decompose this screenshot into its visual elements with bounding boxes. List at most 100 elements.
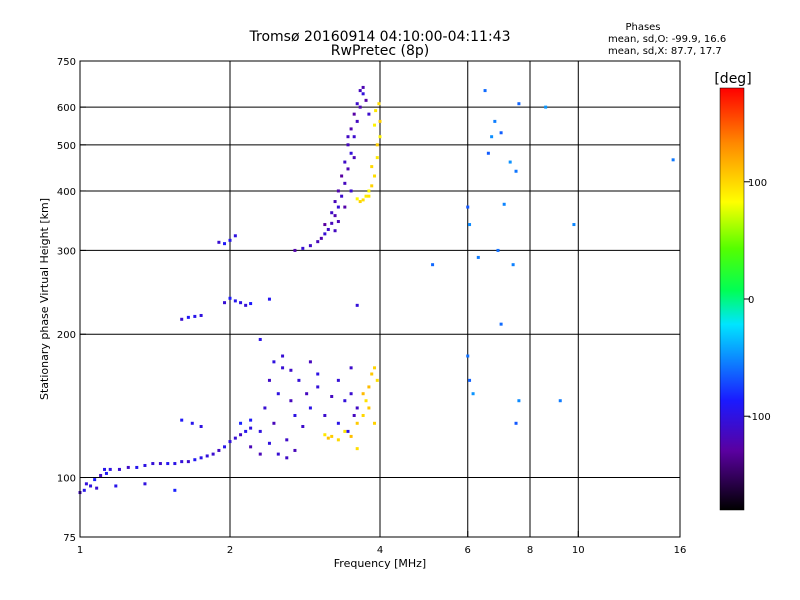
data-point <box>373 366 377 370</box>
data-point <box>333 214 337 218</box>
data-point <box>217 240 221 244</box>
data-points <box>78 85 675 495</box>
data-point <box>193 458 197 462</box>
data-point <box>166 462 170 466</box>
chart-subtitle: RwPretec (8p) <box>331 43 429 59</box>
data-point <box>375 378 379 382</box>
y-axis-ticks: 75 100 200 300 400 500 600 750 <box>57 57 86 544</box>
y-tick-label: 500 <box>57 141 76 152</box>
data-point <box>572 223 576 227</box>
data-point <box>173 488 177 492</box>
data-point <box>374 109 378 113</box>
data-point <box>544 105 548 109</box>
stats-x-line: mean, sd,X: 87.7, 17.7 <box>608 46 722 57</box>
data-point <box>114 484 118 488</box>
data-point <box>373 421 377 425</box>
data-point <box>373 174 377 178</box>
data-point <box>143 463 147 467</box>
y-axis-label: Stationary phase Virtual Height [km] <box>38 198 51 400</box>
data-point <box>319 236 323 240</box>
data-point <box>233 436 237 440</box>
data-point <box>158 462 162 466</box>
data-point <box>375 156 379 160</box>
data-point <box>370 372 374 376</box>
data-point <box>355 406 359 410</box>
data-point <box>361 392 365 396</box>
data-point <box>355 197 359 201</box>
data-point <box>466 354 470 358</box>
data-point <box>316 385 320 389</box>
data-point <box>135 465 139 469</box>
data-point <box>367 194 371 198</box>
data-point <box>239 421 243 425</box>
data-point <box>104 471 108 475</box>
data-point <box>180 460 184 464</box>
data-point <box>258 337 262 341</box>
data-point <box>355 303 359 307</box>
data-point <box>272 421 276 425</box>
data-point <box>364 399 368 403</box>
data-point <box>373 123 377 127</box>
data-point <box>486 151 490 155</box>
stats-title: Phases <box>625 22 660 33</box>
data-point <box>211 452 215 456</box>
data-point <box>499 131 503 135</box>
data-point <box>370 165 374 169</box>
data-point <box>249 426 253 430</box>
colorbar-ticks: 100 0 -100 <box>744 178 771 423</box>
data-point <box>514 421 518 425</box>
data-point <box>308 360 312 364</box>
x-tick-label: 10 <box>572 545 585 556</box>
data-point <box>493 119 497 123</box>
data-point <box>336 378 340 382</box>
data-point <box>361 92 365 96</box>
data-point <box>180 418 184 422</box>
data-point <box>267 378 271 382</box>
data-point <box>126 465 130 469</box>
data-point <box>143 482 147 486</box>
data-point <box>186 460 190 464</box>
data-point <box>358 89 362 93</box>
data-point <box>228 296 232 300</box>
data-point <box>267 441 271 445</box>
data-point <box>95 486 99 490</box>
data-point <box>89 484 93 488</box>
data-point <box>333 229 337 233</box>
data-point <box>378 135 382 139</box>
data-point <box>377 102 381 106</box>
data-point <box>349 392 353 396</box>
data-point <box>239 301 243 305</box>
x-tick-label: 16 <box>674 545 687 556</box>
data-point <box>375 143 379 147</box>
data-point <box>517 399 521 403</box>
data-point <box>323 223 327 227</box>
data-point <box>367 112 371 116</box>
y-tick-label: 750 <box>57 57 76 68</box>
data-point <box>349 127 353 131</box>
data-point <box>276 392 280 396</box>
y-tick-label: 75 <box>63 533 76 544</box>
data-point <box>323 232 327 236</box>
data-point <box>336 205 340 209</box>
data-point <box>336 189 340 193</box>
data-point <box>343 399 347 403</box>
data-point <box>349 189 353 193</box>
data-point <box>358 200 362 204</box>
data-point <box>355 421 359 425</box>
data-point <box>330 434 334 438</box>
data-point <box>336 220 340 224</box>
data-point <box>180 317 184 321</box>
y-tick-label: 100 <box>57 474 76 485</box>
x-tick-label: 4 <box>377 545 383 556</box>
colorbar-tick-label: 0 <box>748 295 754 306</box>
data-point <box>281 366 285 370</box>
stats-o-line: mean, sd,O: -99.9, 16.6 <box>608 34 726 45</box>
data-point <box>276 452 280 456</box>
data-point <box>263 406 267 410</box>
data-point <box>239 433 243 437</box>
data-point <box>343 205 347 209</box>
data-point <box>431 263 435 267</box>
data-point <box>370 184 374 188</box>
data-point <box>378 119 382 123</box>
data-point <box>190 421 194 425</box>
